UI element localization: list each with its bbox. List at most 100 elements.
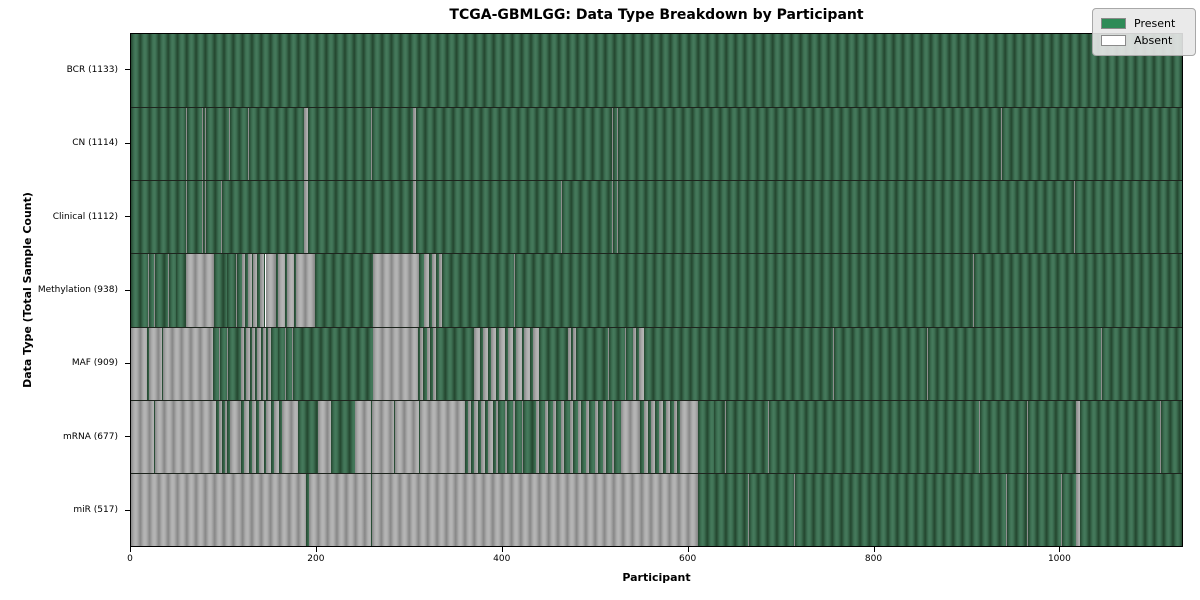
present-segment (148, 254, 155, 327)
absent-segment (373, 254, 419, 327)
absent-segment (536, 400, 540, 473)
absent-segment (220, 181, 222, 254)
x-tick-mark (315, 547, 317, 552)
absent-segment (586, 400, 590, 473)
absent-segment (304, 181, 309, 254)
y-tick-mark (125, 216, 130, 218)
present-segment (515, 400, 522, 473)
absent-segment (431, 254, 437, 327)
absent-segment (185, 254, 215, 327)
y-tick-mark (125, 362, 130, 364)
absent-segment (242, 254, 246, 327)
absent-segment (226, 254, 228, 327)
present-segment (394, 400, 396, 473)
present-segment (221, 400, 225, 473)
present-segment (331, 400, 355, 473)
absent-segment (573, 327, 577, 400)
absent-segment (1027, 473, 1028, 546)
y-tick-mark (125, 142, 130, 144)
present-segment (504, 327, 508, 400)
x-tick-mark (687, 547, 689, 552)
absent-segment (480, 400, 486, 473)
present-segment (769, 400, 979, 473)
present-segment (428, 254, 432, 327)
present-segment (249, 327, 252, 400)
present-segment (131, 108, 186, 181)
absent-segment (154, 254, 156, 327)
present-segment (131, 181, 186, 254)
absent-segment (175, 254, 177, 327)
absent-segment (259, 400, 264, 473)
present-segment (415, 108, 613, 181)
present-segment (176, 254, 186, 327)
y-tick-mark (125, 69, 130, 71)
absent-segment (713, 400, 715, 473)
absent-segment (292, 327, 294, 400)
present-segment (529, 327, 533, 400)
present-segment (230, 108, 248, 181)
y-tick-mark (125, 436, 130, 438)
absent-segment (1027, 400, 1028, 473)
present-segment (206, 181, 221, 254)
x-tick-mark (130, 547, 131, 552)
absent-segment (1005, 473, 1007, 546)
present-segment (146, 327, 149, 400)
present-segment (701, 181, 1075, 254)
present-segment (613, 181, 618, 254)
legend-entry-present: Present (1101, 15, 1187, 32)
present-segment (228, 327, 242, 400)
absent-segment (259, 254, 264, 327)
absent-segment (567, 327, 571, 400)
present-segment (441, 254, 515, 327)
absent-segment (495, 400, 499, 473)
present-segment (275, 254, 278, 327)
x-tick-label-800: 800 (864, 554, 883, 564)
absent-segment (155, 400, 217, 473)
present-segment (669, 400, 674, 473)
present-segment (564, 400, 570, 473)
present-segment (294, 254, 297, 327)
y-tick-label-mir: miR (517) (73, 505, 118, 516)
absent-segment (499, 327, 505, 400)
absent-segment (607, 327, 609, 400)
present-segment (284, 254, 287, 327)
present-segment (834, 327, 927, 400)
present-segment (308, 108, 372, 181)
y-tick-label-methylation: Methylation (938) (37, 285, 118, 295)
present-segment (618, 108, 1002, 181)
y-tick-label-bcr: BCR (1133) (66, 64, 118, 75)
absent-segment (185, 108, 187, 181)
absent-segment (426, 327, 430, 400)
present-segment (1006, 473, 1028, 546)
y-tick-label-cn: CN (1114) (72, 138, 118, 149)
present-segment (203, 108, 206, 181)
absent-segment (532, 327, 540, 400)
absent-segment (251, 327, 256, 400)
present-segment (285, 327, 293, 400)
present-segment (236, 254, 243, 327)
present-segment (1079, 473, 1182, 546)
present-segment (464, 400, 468, 473)
present-segment (257, 254, 260, 327)
present-segment (293, 327, 374, 400)
absent-segment (371, 108, 373, 181)
legend-present-swatch-icon (1101, 18, 1126, 29)
present-segment (131, 254, 148, 327)
present-segment (220, 327, 228, 400)
row-methylation (131, 253, 1182, 327)
absent-segment (639, 327, 644, 400)
present-segment (626, 327, 633, 400)
y-tick-label-mrna: mRNA (677) (63, 431, 118, 442)
absent-segment (617, 181, 618, 254)
present-segment (372, 108, 413, 181)
absent-segment (433, 327, 437, 400)
absent-segment (569, 400, 573, 473)
absent-segment (235, 254, 237, 327)
present-segment (614, 400, 621, 473)
absent-segment (205, 108, 207, 181)
present-segment (186, 181, 203, 254)
x-axis-label: Participant (622, 571, 691, 584)
absent-segment (794, 473, 796, 546)
absent-segment (1061, 473, 1063, 546)
